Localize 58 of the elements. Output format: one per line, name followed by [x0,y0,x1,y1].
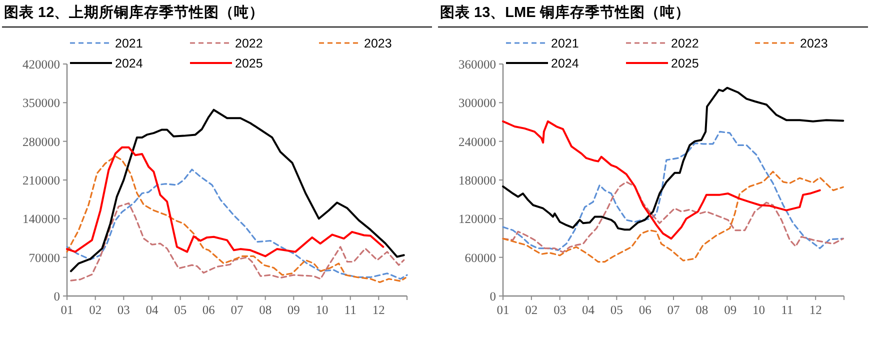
legend-label: 2023 [364,36,392,50]
legend-label: 2024 [551,56,579,70]
x-tick-label: 11 [344,303,356,317]
chart-title: 图表 13、LME 铜库存季节性图（吨） [440,3,690,21]
x-tick-label: 02 [525,303,538,317]
y-tick-label: 0 [54,290,60,304]
x-tick-label: 12 [372,303,385,317]
y-tick-label: 420000 [22,58,60,72]
y-tick-label: 0 [490,290,496,304]
y-tick-label: 350000 [22,96,60,110]
x-tick-label: 07 [230,303,244,317]
legend-label: 2024 [115,56,143,70]
x-tick-label: 01 [496,303,510,317]
x-tick-label: 02 [89,303,102,317]
line-series [70,202,405,282]
line-series [502,86,844,231]
y-tick-label: 210000 [22,174,60,188]
x-tick-label: 05 [174,303,187,317]
x-tick-label: 06 [202,303,215,317]
x-tick-label: 06 [638,303,652,317]
x-tick-label: 12 [809,303,822,317]
x-tick-label: 01 [60,303,74,317]
chart-title: 图表 12、上期所铜库存季节性图（吨） [4,3,264,21]
x-tick-label: 09 [287,303,300,317]
y-tick-label: 140000 [22,212,60,226]
x-tick-label: 09 [724,303,737,317]
line-series [502,181,844,253]
legend-label: 2021 [551,36,579,50]
y-tick-label: 300000 [458,96,496,110]
x-tick-label: 03 [554,303,566,317]
x-tick-label: 05 [610,303,623,317]
line-series [502,170,844,263]
x-tick-label: 10 [752,303,765,317]
x-tick-label: 08 [696,303,708,317]
line-series [502,120,821,240]
line-series [66,146,384,258]
legend-label: 2025 [671,56,699,70]
x-tick-label: 08 [259,303,272,317]
line-series [502,130,844,252]
x-tick-label: 07 [667,303,680,317]
legend-label: 2025 [235,56,263,70]
legend-label: 2023 [800,36,828,50]
line-series [70,108,405,272]
y-tick-label: 360000 [458,58,496,72]
y-tick-label: 120000 [458,212,496,226]
x-tick-label: 04 [146,303,159,317]
x-tick-label: 04 [582,303,596,317]
y-tick-label: 240000 [458,134,496,149]
y-tick-label: 70000 [28,250,60,265]
legend-label: 2021 [115,36,143,50]
legend-label: 2022 [671,36,699,50]
x-tick-label: 03 [117,303,130,317]
y-tick-label: 180000 [458,174,496,188]
legend-label: 2022 [235,36,263,50]
x-tick-label: 10 [316,303,328,317]
y-tick-label: 280000 [22,134,60,149]
y-tick-label: 60000 [464,250,496,265]
x-tick-label: 11 [781,303,794,317]
